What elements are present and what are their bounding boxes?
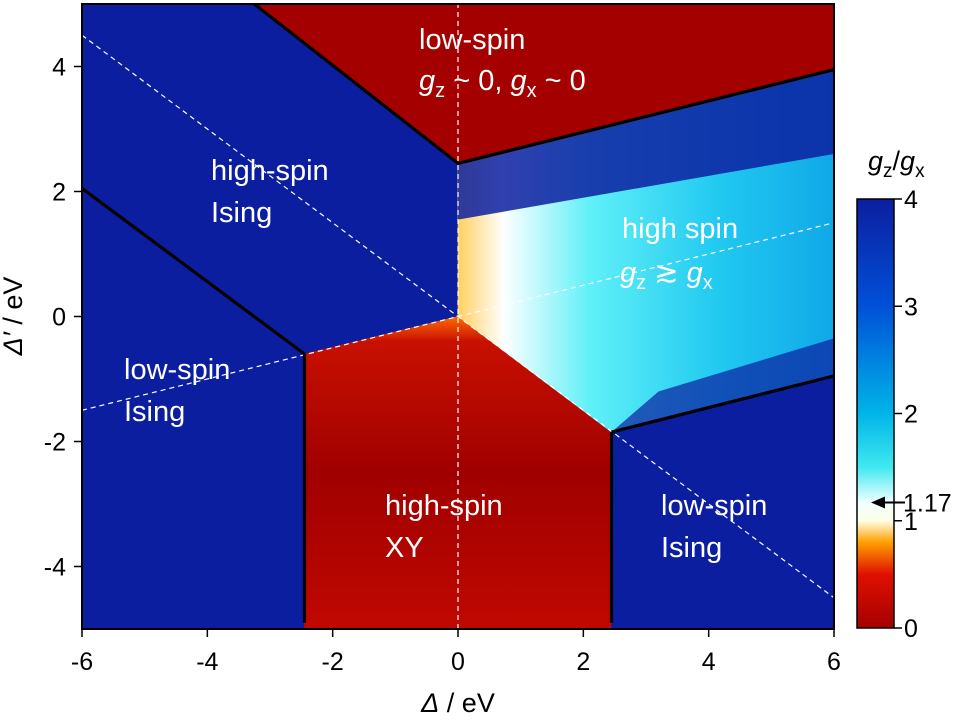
region-labels: low-spin gz ~ 0, gx ~ 0 high-spin Ising … bbox=[124, 24, 767, 564]
colorbar-tick-label: 4 bbox=[904, 186, 918, 214]
colorbar-tick-label: 1 bbox=[904, 508, 918, 536]
label-high-spin-gz-line2: gz ≳ gx bbox=[620, 257, 713, 294]
label-gx-sub: x bbox=[527, 80, 537, 102]
y-axis-unit: / eV bbox=[0, 277, 28, 333]
phase-boundary-1 bbox=[82, 187, 307, 623]
colorbar-tick-label: 3 bbox=[904, 293, 918, 321]
x-tick-label: 4 bbox=[702, 648, 716, 676]
region-band-bottom bbox=[611, 338, 834, 433]
label-high-spin-ising-line1: high-spin bbox=[211, 155, 329, 187]
label-high-spin-xy-line1: high-spin bbox=[385, 490, 503, 522]
colorbar-title: gz/gx bbox=[868, 146, 925, 182]
colorbar-ticks: 0 1 2 3 4 bbox=[894, 186, 918, 643]
label-low-spin-ising-left-line1: low-spin bbox=[124, 354, 230, 386]
dashed-guide-2 bbox=[82, 222, 834, 411]
y-tick-label: 0 bbox=[52, 304, 66, 332]
cb-title-gz-sub: z bbox=[883, 161, 893, 182]
colorbar-gradient bbox=[857, 199, 894, 628]
cb-title-slash: / bbox=[893, 146, 901, 176]
y-tick-label: -2 bbox=[44, 429, 66, 457]
x-tick-label: -4 bbox=[196, 648, 218, 676]
label-low-spin-top-line1: low-spin bbox=[419, 24, 525, 56]
colorbar-marker-label: 1.17 bbox=[903, 490, 952, 518]
label-low-spin-ising-left-line2: Ising bbox=[124, 396, 185, 428]
x-tick-label: 0 bbox=[451, 648, 465, 676]
y-tick-label: -4 bbox=[44, 554, 66, 582]
y-tick-label: 2 bbox=[52, 179, 66, 207]
label-low-spin-ising-right-line2: Ising bbox=[661, 532, 722, 564]
dashed-guide-lines bbox=[82, 4, 834, 629]
label-hs-gx-sub: x bbox=[703, 272, 713, 294]
label-gz-sub: z bbox=[435, 80, 445, 102]
x-axis-symbol: Δ bbox=[420, 688, 439, 718]
label-high-spin-xy-line2: XY bbox=[385, 532, 424, 564]
x-axis: -6 -4 -2 0 2 4 6 bbox=[71, 629, 841, 676]
colorbar-marker-arrowhead bbox=[871, 496, 885, 509]
colorbar-tick-label: 0 bbox=[904, 615, 918, 643]
y-axis: -4 -2 0 2 4 bbox=[44, 54, 82, 582]
label-low-spin-ising-right-line1: low-spin bbox=[661, 490, 767, 522]
label-gz-g: g bbox=[419, 65, 435, 97]
label-high-spin-ising-line2: Ising bbox=[211, 197, 272, 229]
label-gz-rest: ~ 0, bbox=[445, 65, 510, 97]
label-gx-g: g bbox=[510, 65, 526, 97]
x-tick-label: 2 bbox=[576, 648, 590, 676]
label-hs-gz-sub: z bbox=[636, 272, 646, 294]
x-axis-unit: / eV bbox=[439, 688, 495, 718]
plot-area bbox=[82, 4, 834, 629]
phase-boundary-2 bbox=[611, 374, 834, 434]
label-hs-relation: ≳ bbox=[646, 257, 686, 289]
y-axis-symbol: Δ′ bbox=[0, 331, 28, 356]
cb-title-gx-sub: x bbox=[915, 161, 925, 182]
label-low-spin-top-line2: gz ~ 0, gx ~ 0 bbox=[419, 65, 586, 102]
phase-boundary-lines bbox=[82, 4, 834, 623]
cb-title-gz: g bbox=[868, 146, 883, 176]
label-hs-gz-g: g bbox=[620, 257, 636, 289]
x-tick-label: -6 bbox=[71, 648, 93, 676]
x-tick-label: 6 bbox=[827, 648, 841, 676]
colorbar-tick-label: 2 bbox=[904, 401, 918, 429]
label-high-spin-gz-line1: high spin bbox=[622, 213, 738, 245]
x-tick-label: -2 bbox=[322, 648, 344, 676]
y-axis-title: Δ′ / eV bbox=[0, 277, 28, 357]
region-band-top bbox=[458, 69, 834, 220]
colorbar-marker: 1.17 bbox=[871, 490, 952, 518]
phase-boundary-0 bbox=[253, 4, 834, 165]
label-gx-rest: ~ 0 bbox=[537, 65, 586, 97]
label-hs-gx-g: g bbox=[687, 257, 703, 289]
y-tick-label: 4 bbox=[52, 54, 66, 82]
cb-title-gx: g bbox=[900, 146, 915, 176]
x-axis-title: Δ / eV bbox=[420, 688, 495, 718]
